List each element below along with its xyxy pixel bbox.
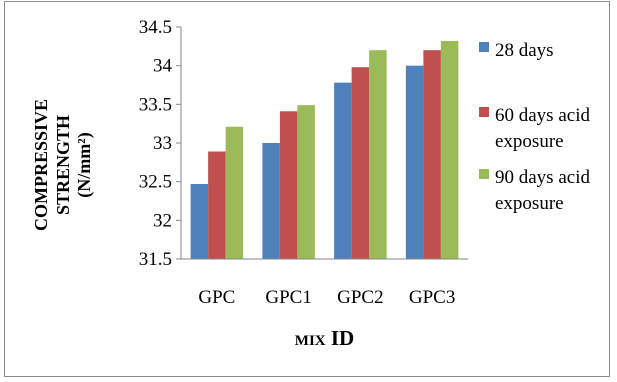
x-axis: GPC GPC1 GPC2 GPC3 bbox=[181, 258, 468, 308]
x-tick-label: GPC3 bbox=[409, 287, 455, 308]
bar-gpc-series-3 bbox=[225, 126, 244, 259]
y-tick-label: 32.5 bbox=[139, 172, 172, 193]
bar-gpc3-series-3 bbox=[440, 40, 459, 259]
legend-swatch-series-1 bbox=[479, 42, 489, 52]
y-tick-label: 34 bbox=[153, 56, 173, 77]
legend-label-series-3: 90 days acid bbox=[495, 167, 590, 188]
y-axis-title-line: STRENGTH bbox=[53, 115, 73, 215]
bar-gpc3-series-2 bbox=[423, 50, 441, 260]
bar-gpc-series-2 bbox=[208, 151, 226, 259]
y-tick-label: 33.5 bbox=[139, 94, 172, 115]
bar-gpc1-series-1 bbox=[262, 143, 280, 259]
y-tick-label: 32 bbox=[153, 210, 172, 231]
bar-group bbox=[190, 40, 459, 260]
legend-label-series-3: exposure bbox=[495, 193, 564, 214]
legend-swatch-series-3 bbox=[479, 169, 489, 179]
x-tick-label: GPC bbox=[198, 287, 235, 308]
y-axis-title-line: (N/mm²) bbox=[74, 132, 95, 197]
y-axis: 31.5 32 32.5 33 33.5 34 34.5 bbox=[139, 17, 182, 270]
x-tick-label: GPC2 bbox=[337, 287, 383, 308]
legend: 28 days 60 days acid exposure 90 days acid e… bbox=[479, 40, 590, 214]
y-axis-title-line: COMPRESSIVE bbox=[31, 99, 51, 231]
x-axis-title-word: ID bbox=[326, 326, 355, 350]
bar-gpc2-series-2 bbox=[351, 67, 370, 260]
bar-gpc3-series-1 bbox=[405, 65, 424, 259]
bar-gpc2-series-1 bbox=[334, 82, 352, 260]
x-tick-label: GPC1 bbox=[265, 287, 311, 308]
x-axis-title: MIX ID bbox=[295, 326, 354, 350]
legend-label-series-2: exposure bbox=[495, 131, 564, 152]
legend-label-series-1: 28 days bbox=[495, 40, 554, 61]
x-axis-title-word: MIX bbox=[295, 333, 326, 349]
y-tick-label: 34.5 bbox=[139, 17, 172, 38]
bar-gpc1-series-3 bbox=[297, 105, 315, 259]
bar-gpc1-series-2 bbox=[279, 111, 298, 259]
bar-gpc-series-1 bbox=[190, 183, 209, 259]
legend-label-series-2: 60 days acid bbox=[495, 105, 590, 126]
bar-gpc2-series-3 bbox=[369, 50, 387, 260]
y-tick-label: 33 bbox=[153, 133, 172, 154]
y-tick-label: 31.5 bbox=[139, 249, 172, 270]
y-axis-title: COMPRESSIVE STRENGTH (N/mm²) bbox=[31, 99, 95, 231]
legend-swatch-series-2 bbox=[479, 107, 489, 117]
